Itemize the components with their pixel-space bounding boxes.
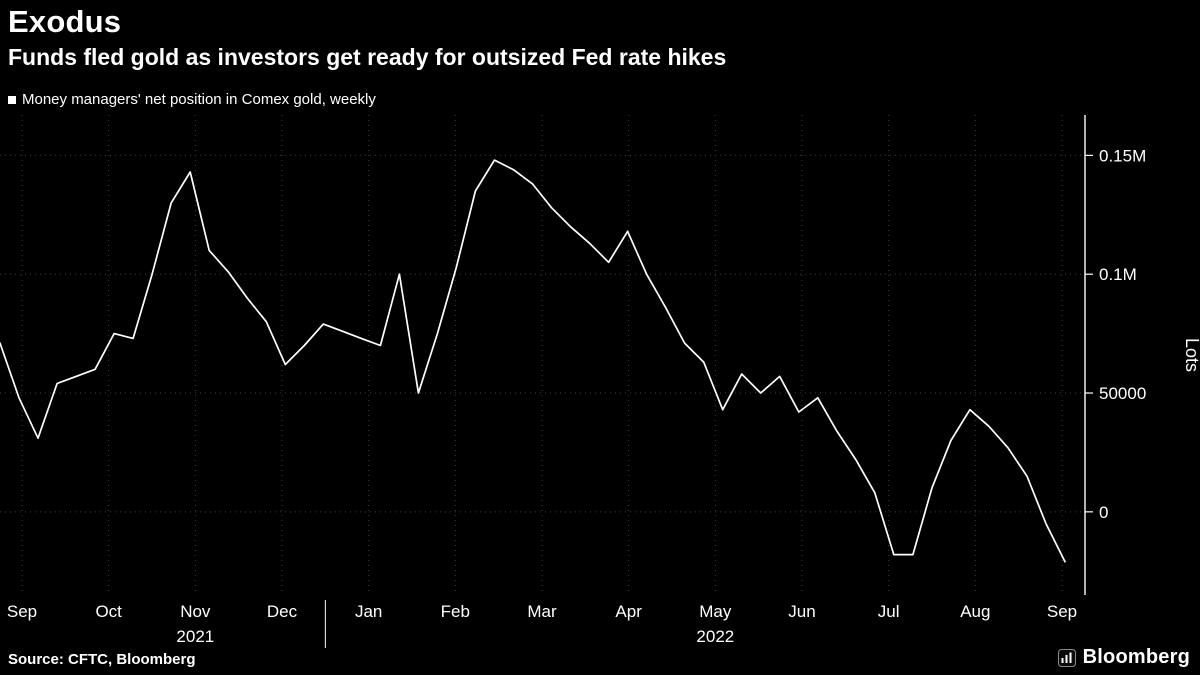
x-axis-year-label: 2022 xyxy=(696,627,734,646)
x-axis-year-label: 2021 xyxy=(176,627,214,646)
x-axis-month-label: Dec xyxy=(267,602,298,621)
y-axis-label: 0.15M xyxy=(1099,146,1146,165)
x-axis-month-label: Jun xyxy=(788,602,815,621)
bloomberg-wordmark: Bloomberg xyxy=(1082,646,1190,668)
x-axis-month-label: Apr xyxy=(615,602,642,621)
x-axis-month-label: Sep xyxy=(7,602,37,621)
x-axis-month-label: May xyxy=(699,602,732,621)
legend: Money managers' net position in Comex go… xyxy=(8,91,376,108)
bloomberg-chart-icon xyxy=(1057,648,1076,667)
x-axis-month-label: Jul xyxy=(878,602,900,621)
x-axis-month-label: Oct xyxy=(95,602,122,621)
source-note: Source: CFTC, Bloomberg xyxy=(8,651,196,668)
chart-subtitle: Funds fled gold as investors get ready f… xyxy=(8,44,727,70)
x-axis-month-label: Sep xyxy=(1047,602,1077,621)
y-axis-label: 0.1M xyxy=(1099,265,1137,284)
x-axis-month-label: Nov xyxy=(180,602,211,621)
legend-swatch-icon xyxy=(8,95,16,104)
x-axis-month-label: Jan xyxy=(355,602,382,621)
y-axis-label: 0 xyxy=(1099,503,1108,522)
x-axis-month-label: Feb xyxy=(441,602,470,621)
chart-title: Exodus xyxy=(8,4,122,39)
bloomberg-logo: Bloomberg xyxy=(1057,646,1190,669)
legend-label: Money managers' net position in Comex go… xyxy=(22,91,376,108)
y-axis-label: 50000 xyxy=(1099,384,1146,403)
x-axis-month-label: Aug xyxy=(960,602,990,621)
data-series-line xyxy=(0,159,1066,563)
y-axis-title: Lots xyxy=(1182,338,1200,372)
x-axis-month-label: Mar xyxy=(527,602,557,621)
